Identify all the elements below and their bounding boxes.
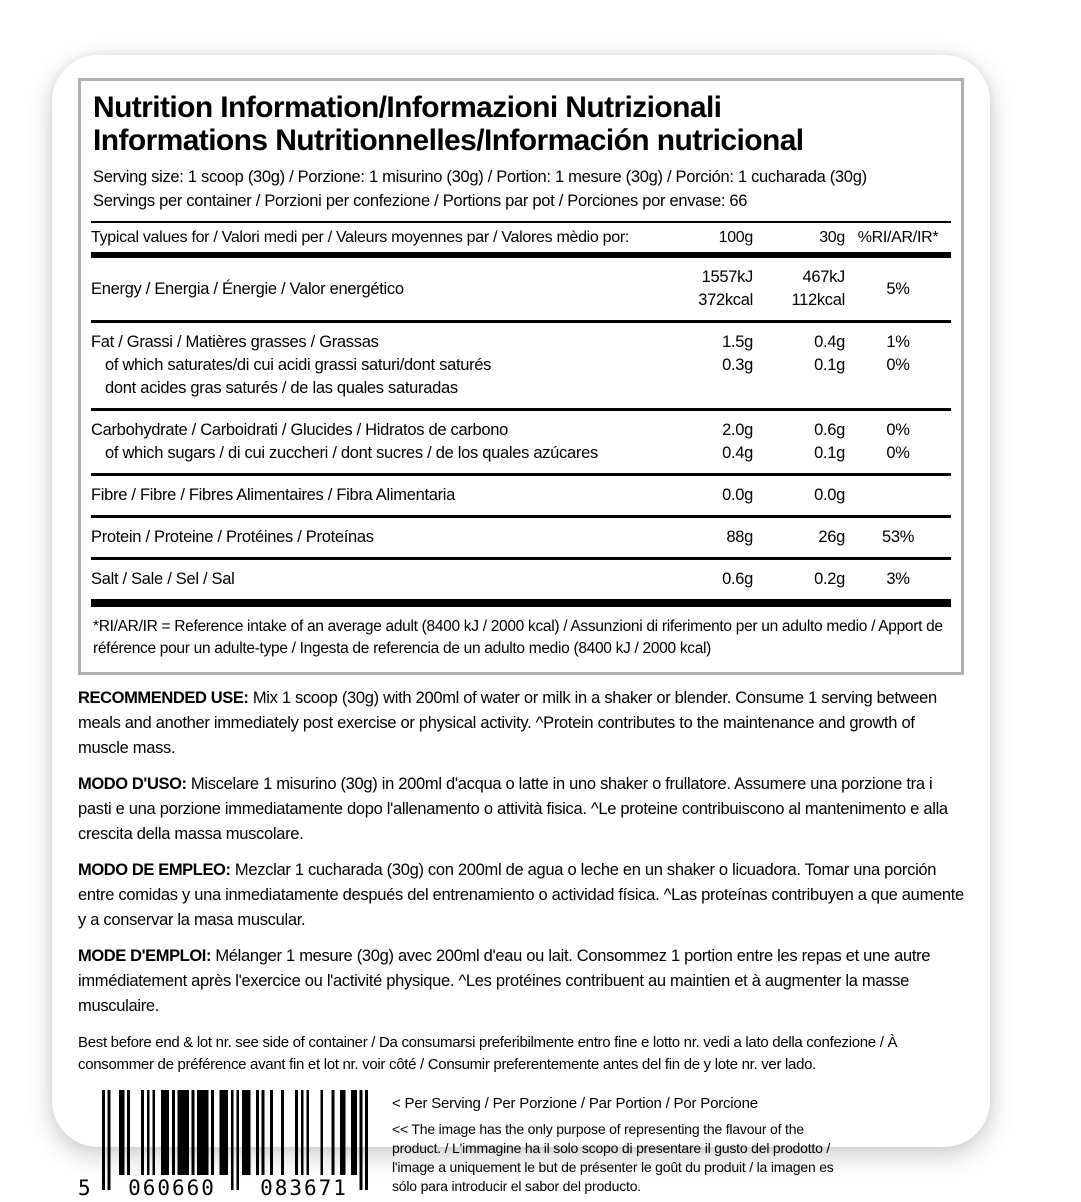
row-label-energy: Energy / Energia / Énergie / Valor energ… (91, 279, 404, 298)
usage-text-it: Miscelare 1 misurino (30g) in 200ml d'ac… (78, 775, 948, 843)
note-flavour-disclaimer: << The image has the only purpose of rep… (392, 1121, 834, 1194)
barcode-bars-image (102, 1090, 368, 1190)
page-title-line1: Nutrition Information/Informazioni Nutri… (93, 91, 722, 124)
row-label-carbohydrate: Carbohydrate / Carboidrati / Glucides / … (91, 421, 509, 439)
row-label-saturates-cont: dont acides gras saturés / de las quales… (105, 379, 458, 397)
table-footnote: *RI/AR/IR = Reference intake of an avera… (93, 618, 943, 657)
servings-per-container-line: Servings per container / Porzioni per co… (93, 192, 748, 210)
energy-kj-100g: 1557kJ (701, 268, 754, 286)
column-header-100g: 100g (718, 229, 754, 246)
fibre-value-100g: 0.0g (722, 486, 753, 504)
usage-paragraph-es: MODO DE EMPLEO: Mezclar 1 cucharada (30g… (78, 858, 964, 933)
sugars-ri-percent: 0% (886, 444, 910, 462)
row-label-sugars: of which sugars / di cui zuccheri / dont… (105, 444, 598, 462)
protein-value-100g: 88g (726, 528, 753, 546)
table-row-protein: Protein / Proteine / Protéines / Proteín… (91, 518, 951, 560)
salt-ri-percent: 3% (886, 570, 910, 588)
barcode-digits-right: 083671 (260, 1176, 348, 1200)
page-title: Nutrition Information/Informazioni Nutri… (91, 89, 951, 157)
usage-paragraph-it: MODO D'USO: Miscelare 1 misurino (30g) i… (78, 772, 964, 847)
label-card: Nutrition Information/Informazioni Nutri… (52, 55, 990, 1200)
carb-value-30g: 0.6g (814, 421, 845, 439)
table-row-salt: Salt / Sale / Sel / Sal 0.6g 0.2g 3% (91, 560, 951, 607)
bottom-section: 5 060660 083671 < Per Serving / Per Porz… (78, 1090, 964, 1202)
barcode-digits-left: 060660 (128, 1176, 216, 1200)
row-label-fibre: Fibre / Fibre / Fibres Alimentaires / Fi… (91, 486, 456, 504)
row-label-protein: Protein / Proteine / Protéines / Proteín… (91, 528, 374, 546)
side-notes: < Per Serving / Per Porzione / Par Porti… (392, 1090, 834, 1196)
saturates-value-100g: 0.3g (722, 356, 753, 374)
usage-text-en: Mix 1 scoop (30g) with 200ml of water or… (78, 689, 937, 757)
fat-value-30g: 0.4g (814, 333, 845, 351)
row-label-fat: Fat / Grassi / Matières grasses / Grassa… (91, 333, 379, 351)
usage-text-fr: Mélanger 1 mesure (30g) avec 200ml d'eau… (78, 947, 931, 1015)
carb-value-100g: 2.0g (722, 421, 753, 439)
table-header-label: Typical values for / Valori medi per / V… (91, 229, 630, 246)
energy-kcal-100g: 372kcal (698, 291, 753, 309)
usage-text-es: Mezclar 1 cucharada (30g) con 200ml de a… (78, 861, 964, 929)
serving-size-line: Serving size: 1 scoop (30g) / Porzione: … (93, 168, 867, 186)
fat-ri-percent: 1% (886, 333, 910, 351)
table-row-fibre: Fibre / Fibre / Fibres Alimentaires / Fi… (91, 476, 951, 518)
column-header-30g: 30g (819, 229, 845, 246)
energy-value-100g: 1557kJ 372kcal (689, 266, 753, 312)
energy-ri-percent: 5% (886, 279, 910, 298)
table-row-energy: Energy / Energia / Énergie / Valor energ… (91, 258, 951, 323)
barcode-digit-first: 5 (78, 1176, 91, 1200)
best-before-note: Best before end & lot nr. see side of co… (78, 1034, 898, 1073)
sugars-value-100g: 0.4g (722, 444, 753, 462)
fibre-value-30g: 0.0g (814, 486, 845, 504)
barcode: 5 060660 083671 (78, 1090, 370, 1202)
serving-info: Serving size: 1 scoop (30g) / Porzione: … (93, 165, 949, 213)
page-title-line2: Informations Nutritionnelles/Información… (93, 124, 804, 157)
table-row-fat: Fat / Grassi / Matières grasses / Grassa… (91, 323, 951, 411)
row-label-salt: Salt / Sale / Sel / Sal (91, 570, 235, 588)
protein-ri-percent: 53% (881, 528, 915, 546)
usage-label-en: RECOMMENDED USE: (78, 689, 249, 707)
table-row-carbohydrate: Carbohydrate / Carboidrati / Glucides / … (91, 411, 951, 476)
energy-value-30g: 467kJ 112kcal (753, 266, 845, 312)
protein-value-30g: 26g (818, 528, 845, 546)
salt-value-100g: 0.6g (722, 570, 753, 588)
fat-value-100g: 1.5g (722, 333, 753, 351)
usage-label-es: MODO DE EMPLEO: (78, 861, 231, 879)
carb-ri-percent: 0% (886, 421, 910, 439)
energy-kcal-30g: 112kcal (791, 291, 845, 309)
saturates-ri-percent: 0% (886, 356, 910, 374)
energy-kj-30g: 467kJ (802, 268, 845, 286)
sugars-value-30g: 0.1g (814, 444, 845, 462)
usage-label-it: MODO D'USO: (78, 775, 187, 793)
note-per-serving: < Per Serving / Per Porzione / Par Porti… (392, 1095, 758, 1112)
table-header-row: Typical values for / Valori medi per / V… (91, 221, 951, 258)
barcode-digits: 5 060660 083671 (78, 1172, 370, 1200)
column-header-ri: %RI/AR/IR* (857, 229, 939, 246)
usage-paragraph-fr: MODE D'EMPLOI: Mélanger 1 mesure (30g) a… (78, 944, 964, 1019)
nutrition-facts-box: Nutrition Information/Informazioni Nutri… (78, 78, 964, 675)
usage-label-fr: MODE D'EMPLOI: (78, 947, 212, 965)
row-label-saturates: of which saturates/di cui acidi grassi s… (105, 356, 492, 374)
nutrition-table: Typical values for / Valori medi per / V… (91, 221, 951, 660)
salt-value-30g: 0.2g (814, 570, 845, 588)
saturates-value-30g: 0.1g (814, 356, 845, 374)
usage-paragraph-en: RECOMMENDED USE: Mix 1 scoop (30g) with … (78, 686, 964, 761)
